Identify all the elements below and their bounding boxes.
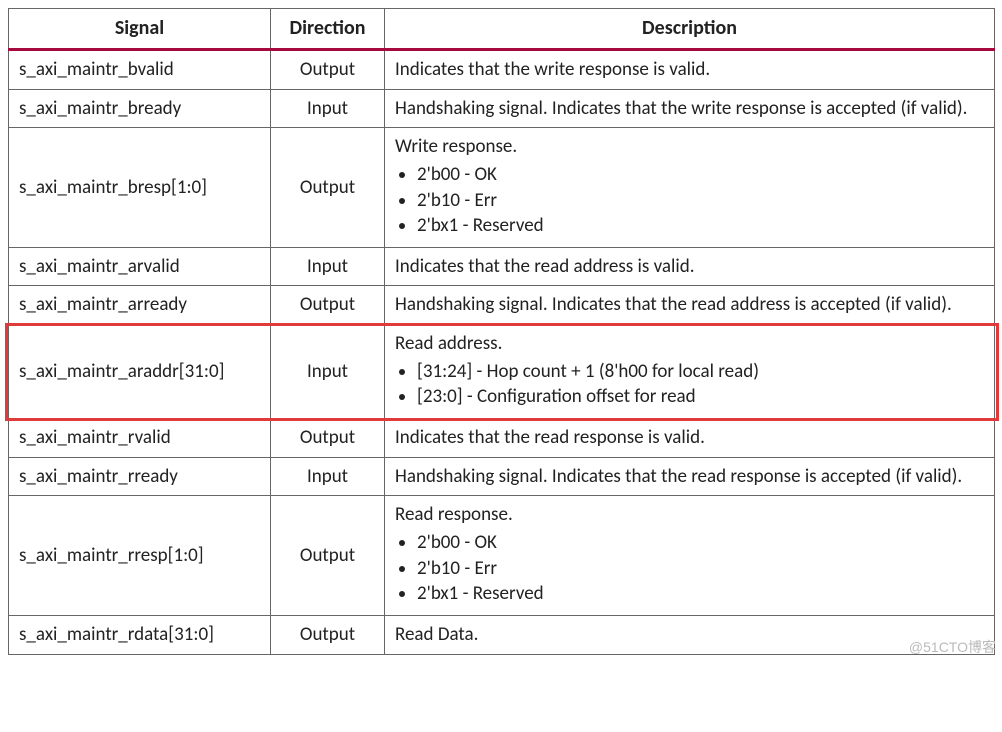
description-bullet: 2'b10 - Err [417,188,984,214]
signal-cell: s_axi_maintr_arready [9,286,271,325]
direction-cell: Output [271,419,385,458]
signal-table: Signal Direction Description s_axi_maint… [8,8,995,655]
direction-cell: Output [271,286,385,325]
description-bullet: [23:0] - Configuration offset for read [417,384,984,410]
description-bullet: 2'b00 - OK [417,530,984,556]
signal-cell: s_axi_maintr_arvalid [9,247,271,286]
table-row: s_axi_maintr_bvalidOutput Indicates that … [9,50,995,90]
table-row: s_axi_maintr_rreadyInput Handshaking sign… [9,457,995,496]
table-header-row: Signal Direction Description [9,9,995,50]
description-cell: Read Data. [385,615,995,654]
description-text: Handshaking signal. Indicates that the r… [395,293,952,316]
signal-cell: s_axi_maintr_rresp[1:0] [9,496,271,616]
direction-cell: Output [271,128,385,248]
description-bullet: 2'bx1 - Reserved [417,213,984,239]
description-bullet: 2'bx1 - Reserved [417,581,984,607]
description-text: Read Data. [395,623,478,646]
description-text: Indicates that the write response is val… [395,58,710,81]
description-cell: Indicates that the write response is val… [385,50,995,90]
signal-cell: s_axi_maintr_bready [9,89,271,128]
description-text: Write response. [395,135,517,158]
direction-cell: Output [271,496,385,616]
description-cell: Handshaking signal. Indicates that the r… [385,286,995,325]
description-text: Handshaking signal. Indicates that the r… [395,465,962,488]
signal-cell: s_axi_maintr_bresp[1:0] [9,128,271,248]
description-bullet-list: [31:24] - Hop count + 1 (8'h00 for local… [395,359,984,410]
direction-cell: Output [271,50,385,90]
description-text: Read response. [395,503,513,526]
table-row: s_axi_maintr_rresp[1:0]OutputRead respon… [9,496,995,616]
table-row: s_axi_maintr_araddr[31:0]InputRead addre… [9,325,995,419]
description-bullet-list: 2'b00 - OK2'b10 - Err2'bx1 - Reserved [395,162,984,239]
description-bullet: [31:24] - Hop count + 1 (8'h00 for local… [417,359,984,385]
description-cell: Write response. 2'b00 - OK2'b10 - Err2'bx… [385,128,995,248]
table-row: s_axi_maintr_bresp[1:0]OutputWrite respo… [9,128,995,248]
signal-cell: s_axi_maintr_araddr[31:0] [9,325,271,419]
table-row: s_axi_maintr_rvalidOutput Indicates that … [9,419,995,458]
watermark-text: @51CTO博客 [909,637,996,657]
description-bullet-list: 2'b00 - OK2'b10 - Err2'bx1 - Reserved [395,530,984,607]
direction-cell: Output [271,615,385,654]
direction-cell: Input [271,457,385,496]
direction-cell: Input [271,89,385,128]
signal-cell: s_axi_maintr_rvalid [9,419,271,458]
description-cell: Read address. [31:24] - Hop count + 1 (8'… [385,325,995,419]
signal-cell: s_axi_maintr_rready [9,457,271,496]
signal-cell: s_axi_maintr_bvalid [9,50,271,90]
table-row: s_axi_maintr_arreadyOutput Handshaking si… [9,286,995,325]
col-header-signal: Signal [9,9,271,50]
description-text: Indicates that the read response is vali… [395,426,705,449]
description-bullet: 2'b00 - OK [417,162,984,188]
direction-cell: Input [271,325,385,419]
description-cell: Indicates that the read response is vali… [385,419,995,458]
direction-cell: Input [271,247,385,286]
description-text: Read address. [395,332,502,355]
description-cell: Read response. 2'b00 - OK2'b10 - Err2'bx1… [385,496,995,616]
table-row: s_axi_maintr_breadyInput Handshaking sign… [9,89,995,128]
description-cell: Handshaking signal. Indicates that the r… [385,457,995,496]
description-cell: Indicates that the read address is valid… [385,247,995,286]
col-header-desc: Description [385,9,995,50]
col-header-direction: Direction [271,9,385,50]
description-cell: Handshaking signal. Indicates that the w… [385,89,995,128]
table-row: s_axi_maintr_arvalidInput Indicates that … [9,247,995,286]
table-row: s_axi_maintr_rdata[31:0]Output Read Data. [9,615,995,654]
signal-cell: s_axi_maintr_rdata[31:0] [9,615,271,654]
description-text: Indicates that the read address is valid… [395,255,695,278]
description-text: Handshaking signal. Indicates that the w… [395,97,967,120]
description-bullet: 2'b10 - Err [417,556,984,582]
